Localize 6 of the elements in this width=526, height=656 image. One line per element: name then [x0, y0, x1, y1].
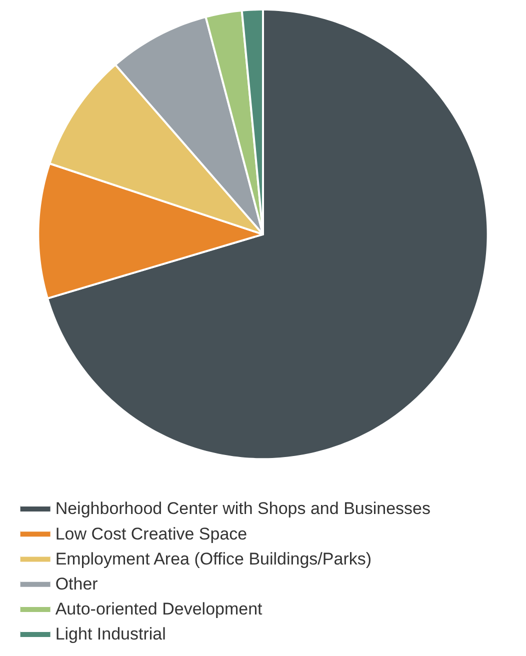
legend-label: Other	[55, 574, 98, 594]
legend-label: Low Cost Creative Space	[55, 524, 248, 544]
legend-label: Employment Area (Office Buildings/Parks)	[55, 549, 372, 568]
legend-label: Neighborhood Center with Shops and Businesses	[55, 499, 431, 518]
legend-label: Light Industrial	[55, 624, 166, 644]
legend-label: Auto-oriented Development	[55, 600, 263, 619]
